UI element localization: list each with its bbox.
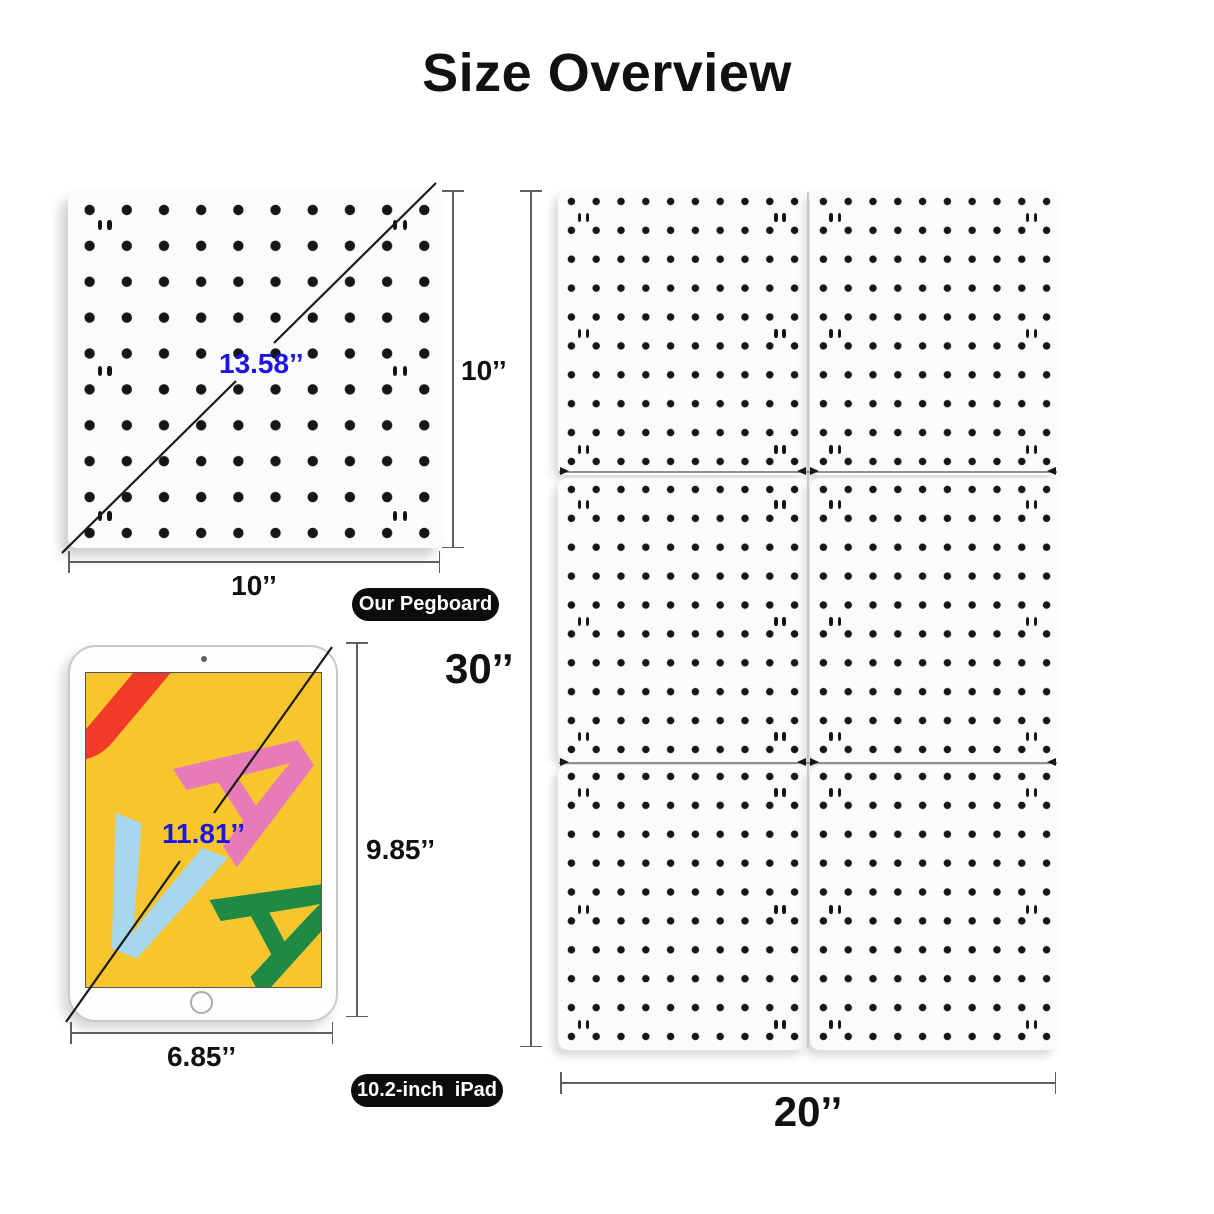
combined-height-label: 30’’ xyxy=(445,645,514,692)
mount-slot xyxy=(577,444,591,454)
mount-slot xyxy=(773,904,787,914)
seam-arrow-icon xyxy=(797,758,806,766)
home-button xyxy=(190,991,213,1014)
ipad: J A V A xyxy=(68,645,338,1022)
dim-line-pegboard-width xyxy=(68,553,440,570)
mount-slot xyxy=(773,617,787,627)
dim-line-combined-height xyxy=(522,190,539,1047)
mount-slot xyxy=(392,510,409,521)
seam-arrow-icon xyxy=(810,758,819,766)
mount-slot xyxy=(773,212,787,222)
combined-width-label: 20’’ xyxy=(773,1088,843,1135)
mount-slot xyxy=(577,904,591,914)
pegboard-height-label: 10’’ xyxy=(461,355,507,386)
mount-slot xyxy=(577,329,591,339)
pegboard-panel xyxy=(558,477,807,763)
seam-arrow-icon xyxy=(810,467,819,475)
mount-slot xyxy=(828,1020,842,1030)
pegboard-panel xyxy=(809,765,1058,1050)
ipad-badge: 10.2-inch iPad xyxy=(351,1074,503,1107)
pegboard-width-label: 10’’ xyxy=(231,570,277,601)
mount-slot xyxy=(773,329,787,339)
mount-slot xyxy=(577,617,591,627)
peg-hole-grid xyxy=(809,765,1058,1050)
ipad-height-label: 9.85’’ xyxy=(366,834,436,865)
pegboard-panel xyxy=(558,190,807,475)
mount-slot xyxy=(1024,732,1038,742)
mount-slot xyxy=(828,212,842,222)
seam-arrow-icon xyxy=(797,467,806,475)
mount-slot xyxy=(1024,1020,1038,1030)
peg-hole-grid xyxy=(558,190,807,475)
mount-slot xyxy=(773,1020,787,1030)
our-pegboard-badge: Our Pegboard xyxy=(352,588,499,621)
panel-seam xyxy=(559,762,1057,764)
mount-slot xyxy=(1024,904,1038,914)
mount-slot xyxy=(577,212,591,222)
peg-hole-grid xyxy=(809,477,1058,763)
mount-slot xyxy=(392,220,409,231)
mount-slot xyxy=(96,510,113,521)
pegboard-panel xyxy=(809,190,1058,475)
peg-hole-grid xyxy=(558,477,807,763)
panel-seam xyxy=(559,471,1057,473)
mount-slot xyxy=(577,500,591,510)
peg-hole-grid xyxy=(558,765,807,1050)
mount-slot xyxy=(828,788,842,798)
mount-slot xyxy=(577,788,591,798)
seam-arrow-icon xyxy=(1047,467,1056,475)
mount-slot xyxy=(577,732,591,742)
mount-slot xyxy=(828,617,842,627)
mount-slot xyxy=(1024,788,1038,798)
mount-slot xyxy=(773,500,787,510)
dim-line-ipad-height xyxy=(348,642,365,1017)
mount-slot xyxy=(1024,500,1038,510)
combined-pegboard xyxy=(558,190,1058,1050)
front-camera-icon xyxy=(201,656,207,662)
mount-slot xyxy=(577,1020,591,1030)
mount-slot xyxy=(392,366,409,377)
seam-arrow-icon xyxy=(560,467,569,475)
ipad-width-label: 6.85’’ xyxy=(166,1041,236,1072)
dim-line-ipad-width xyxy=(70,1024,333,1041)
pegboard-diagonal-label: 13.58’’ xyxy=(219,348,304,379)
pegboard-panel xyxy=(809,477,1058,763)
ipad-diagonal-label: 11.81’’ xyxy=(162,818,246,849)
dim-line-pegboard-height xyxy=(444,190,461,548)
mount-slot xyxy=(828,904,842,914)
mount-slot xyxy=(828,329,842,339)
mount-slot xyxy=(773,732,787,742)
dim-line-combined-width xyxy=(560,1074,1056,1091)
mount-slot xyxy=(773,444,787,454)
mount-slot xyxy=(828,444,842,454)
seam-arrow-icon xyxy=(1047,758,1056,766)
pegboard-panel xyxy=(558,765,807,1050)
page-title: Size Overview xyxy=(422,43,792,103)
mount-slot xyxy=(1024,212,1038,222)
mount-slot xyxy=(828,732,842,742)
peg-hole-grid xyxy=(809,190,1058,475)
mount-slot xyxy=(828,500,842,510)
mount-slot xyxy=(96,366,113,377)
mount-slot xyxy=(1024,617,1038,627)
panel-seam xyxy=(807,192,809,1048)
seam-arrow-icon xyxy=(560,758,569,766)
mount-slot xyxy=(96,220,113,231)
mount-slot xyxy=(1024,329,1038,339)
mount-slot xyxy=(1024,444,1038,454)
mount-slot xyxy=(773,788,787,798)
